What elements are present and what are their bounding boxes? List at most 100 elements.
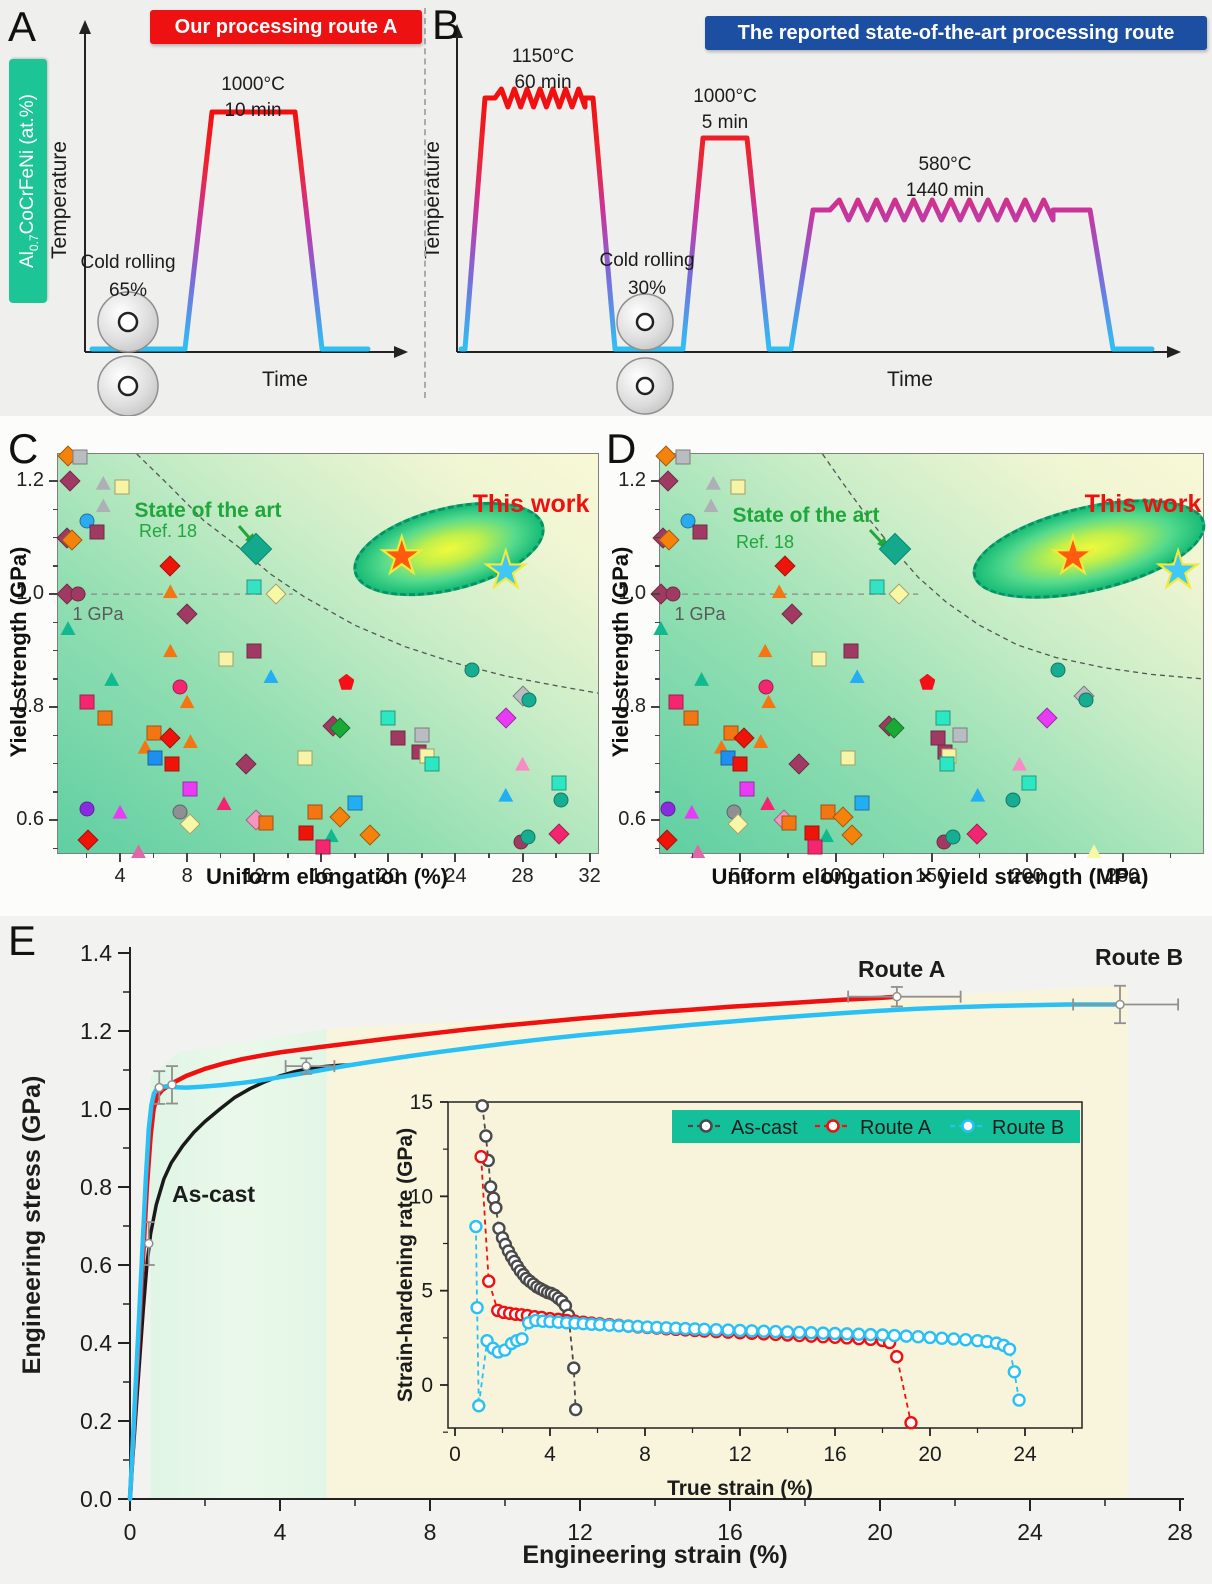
y-tick-label: 0.6: [16, 808, 44, 831]
panel-divider: [424, 8, 426, 398]
panel-d-plot: This work State of the art Ref. 18 1 GPa 50 1…: [618, 445, 1212, 887]
e-x-tick-label: 0: [124, 1519, 137, 1545]
panel-a-y-axis-label: Temperature: [48, 141, 71, 259]
inset-x-tick-label: 0: [449, 1443, 461, 1466]
panel-e-chart: 0 4 8 12 16 20 24 28 0.0 0.2 0.4 0.6 0.8 1.0 1.2 1.4 Eng…: [18, 940, 1193, 1569]
x-minor-tick: [882, 853, 885, 858]
inset-x-tick-label: 16: [823, 1443, 846, 1466]
x-minor-tick: [488, 853, 490, 858]
inset-data-point: [568, 1402, 583, 1417]
data-point: [730, 479, 746, 495]
panel-b-cold-rolling-label: Cold rolling: [599, 250, 694, 271]
x-tick-label: 20: [377, 865, 400, 887]
panel-b-step3-temp: 580°C: [918, 154, 971, 175]
x-minor-tick: [555, 853, 557, 858]
panel-a-y-arrow-icon: [79, 20, 91, 34]
x-tick-label: 250: [1106, 865, 1140, 887]
x-tick-label: 100: [819, 865, 853, 887]
error-bar-marker: [892, 991, 902, 1002]
green-shaded-region: [150, 1029, 327, 1499]
x-minor-tick: [421, 853, 423, 858]
data-point: [218, 651, 234, 667]
data-point: [668, 694, 684, 710]
x-tick-label: 200: [1010, 865, 1044, 887]
panel-b-x-axis-label: Time: [887, 368, 933, 391]
x-minor-tick: [1074, 853, 1076, 858]
inset-ylabel: Strain-hardening rate (GPa): [394, 1128, 417, 1402]
data-point: [869, 579, 885, 595]
inset-data-point: [792, 1325, 807, 1340]
data-point: [675, 449, 691, 465]
y-tick: [651, 706, 660, 709]
e-xlabel: Engineering strain (%): [522, 1541, 787, 1569]
data-point: [811, 651, 827, 667]
data-point: [172, 804, 188, 820]
inset-data-point: [828, 1326, 842, 1341]
y-minor-tick: [655, 649, 660, 652]
x-minor-tick: [354, 853, 356, 858]
panel-d-ylabel: Yield strength (GPa): [608, 546, 633, 758]
inset-data-point: [923, 1330, 937, 1345]
data-point: [380, 710, 396, 726]
x-tick-label: 32: [578, 865, 601, 887]
legend-entry-label: Route A: [860, 1117, 932, 1139]
y-minor-tick: [53, 649, 58, 652]
panel-b-step2-temp: 1000°C: [693, 86, 757, 107]
data-point: [680, 513, 696, 529]
e-x-tick-label: 24: [1017, 1519, 1043, 1545]
inset-frame: [447, 1101, 1083, 1429]
panel-a-x-arrow-icon: [394, 346, 408, 358]
x-tick: [320, 853, 323, 862]
data-point: [1078, 692, 1094, 708]
data-point: [147, 750, 163, 766]
error-bar-marker: [301, 1061, 311, 1071]
inset-data-point: [863, 1327, 878, 1342]
x-minor-tick: [152, 853, 155, 858]
e-y-tick-label: 0.2: [80, 1408, 112, 1434]
y-minor-tick: [655, 508, 660, 511]
data-point: [935, 710, 951, 726]
inset-x-tick-label: 4: [544, 1443, 556, 1466]
data-point: [692, 524, 708, 540]
data-point: [1005, 792, 1021, 808]
x-tick: [119, 853, 122, 862]
y-minor-tick: [53, 762, 58, 765]
ref-18-label: Ref. 18: [138, 521, 198, 541]
inset-data-point: [768, 1324, 783, 1339]
x-minor-tick: [287, 853, 289, 858]
panel-b-cold-rolling-value: 30%: [628, 278, 666, 299]
data-point: [182, 781, 198, 797]
data-point: [665, 586, 681, 602]
x-tick: [253, 853, 256, 862]
panel-c-xlabel: Uniform elongation (%): [206, 864, 448, 889]
panel-a-anneal-temp: 1000°C: [221, 74, 285, 95]
data-point: [79, 694, 94, 710]
data-point: [424, 756, 440, 772]
data-point: [307, 804, 323, 820]
inset-data-point: [733, 1323, 747, 1338]
panel-b-step1-temp: 1150°C: [512, 46, 574, 67]
error-bar-marker: [144, 1238, 154, 1249]
x-tick-label: 28: [511, 865, 534, 887]
y-tick: [651, 480, 660, 483]
y-tick-label: 1.0: [16, 582, 44, 605]
panel-b-letter: B: [432, 1, 461, 48]
data-point: [390, 730, 406, 746]
y-tick: [49, 706, 58, 709]
data-point: [660, 801, 676, 817]
e-y-tick-label: 0.0: [80, 1486, 112, 1512]
x-tick: [454, 853, 457, 862]
panel-b-step3-time: 1440 min: [906, 180, 984, 201]
x-tick: [1026, 853, 1029, 862]
y-minor-tick: [655, 734, 660, 737]
panel-a-x-axis-label: Time: [262, 368, 308, 391]
panel-d-xlabel: Uniform elongation × yield strength (MPa…: [711, 864, 1149, 889]
inset-data-point: [757, 1324, 771, 1338]
alloy-prefix: Al: [17, 251, 38, 268]
inset-data-point: [474, 1150, 488, 1164]
panel-b-y-axis-label: Temperature: [425, 141, 444, 259]
legend-marker-icon: [699, 1119, 713, 1133]
data-point: [347, 795, 363, 811]
inset-xlabel: True strain (%): [667, 1477, 813, 1500]
